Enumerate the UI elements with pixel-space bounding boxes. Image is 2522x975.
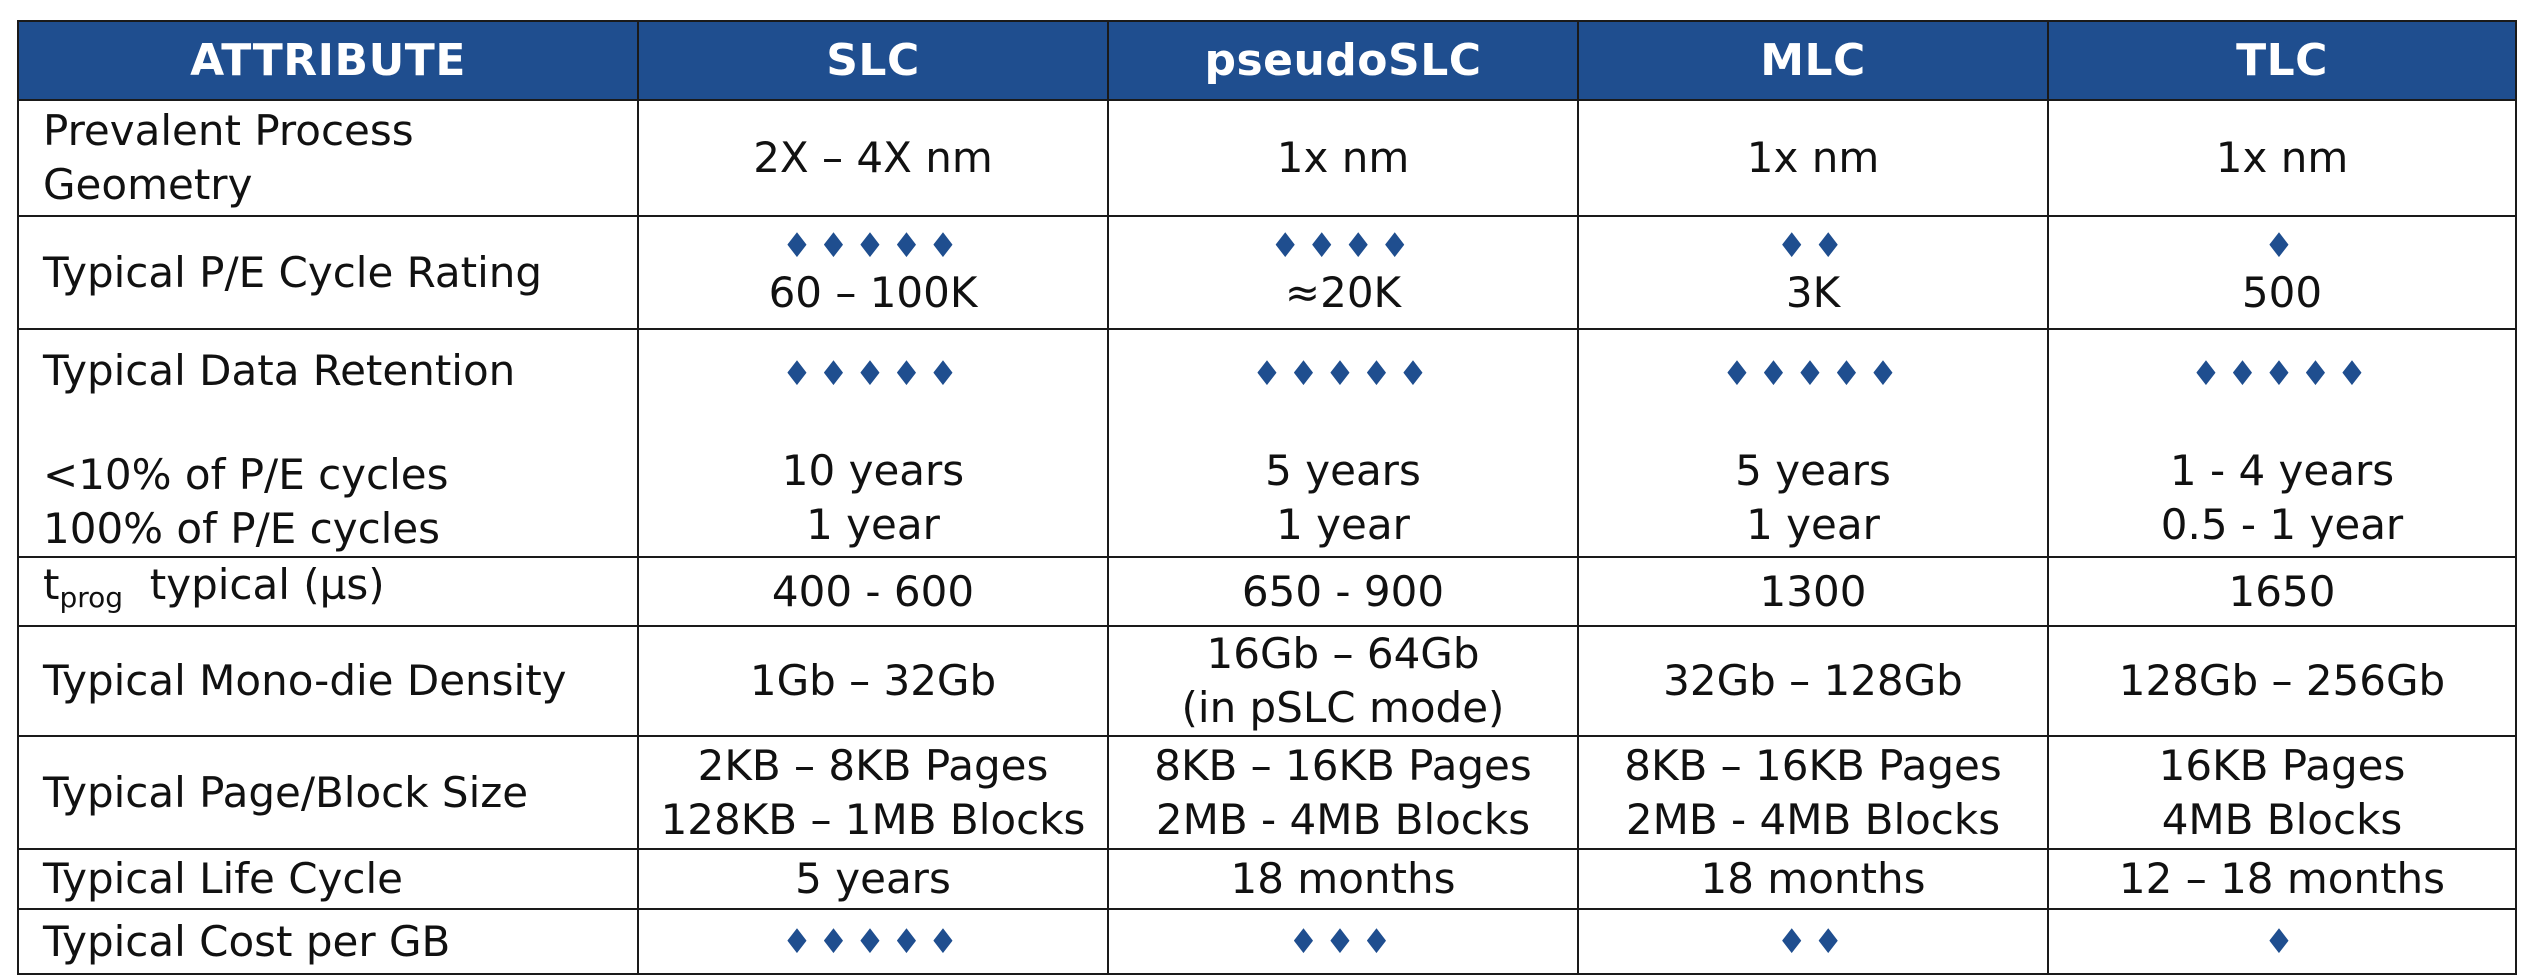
value-text: 60 – 100K xyxy=(768,267,978,317)
value-cell-pslc: 18 months xyxy=(1107,848,1579,910)
value-text: 16KB Pages xyxy=(2158,740,2406,790)
header-attribute: ATTRIBUTE xyxy=(17,20,639,101)
value-cell-mlc: 18 months xyxy=(1577,848,2049,910)
header-slc: SLC xyxy=(637,20,1109,101)
value-text: 16Gb – 64Gb xyxy=(1206,629,1480,678)
diamond-rating-icon: ♦♦♦♦♦ xyxy=(2190,354,2374,394)
value-cell-mlc: 32Gb – 128Gb xyxy=(1577,625,2049,737)
value-cell-mlc: ♦♦♦♦♦ 5 years 1 year xyxy=(1577,328,2049,558)
attribute-cell: Prevalent Process Geometry xyxy=(17,99,639,217)
value-cell-slc: 400 - 600 xyxy=(637,556,1109,627)
value-cell-mlc: ♦♦ xyxy=(1577,908,2049,975)
value-cell-mlc: 1x nm xyxy=(1577,99,2049,217)
attribute-label: Typical Page/Block Size xyxy=(17,735,639,850)
value-cell-tlc: 1x nm xyxy=(2047,99,2517,217)
attribute-sublabel: 100% of P/E cycles xyxy=(43,504,441,553)
value-cell-pslc: ♦♦♦ xyxy=(1107,908,1579,975)
diamond-rating-icon: ♦♦♦♦ xyxy=(1270,225,1416,266)
table-row-life-cycle: Typical Life Cycle 5 years 18 months 18 … xyxy=(17,848,2517,910)
table-row-tprog: tprog typical (µs) 400 - 600 650 - 900 1… xyxy=(17,556,2517,627)
diamond-rating-icon: ♦♦♦♦♦ xyxy=(781,225,965,266)
diamond-rating-icon: ♦♦♦♦♦ xyxy=(781,354,965,394)
value-text: 3K xyxy=(1785,267,1841,317)
attribute-label: Typical P/E Cycle Rating xyxy=(17,215,639,330)
value-cell-pslc: 650 - 900 xyxy=(1107,556,1579,627)
value-cell-slc: ♦♦♦♦♦ 10 years 1 year xyxy=(637,328,1109,558)
attribute-cell: Typical Data Retention <10% of P/E cycle… xyxy=(17,328,639,558)
nand-comparison-table: ATTRIBUTE SLC pseudoSLC MLC TLC Prevalen… xyxy=(17,20,2517,975)
value-cell-tlc: 16KB Pages 4MB Blocks xyxy=(2047,735,2517,850)
value-cell-tlc: 12 – 18 months xyxy=(2047,848,2517,910)
attribute-label-t: t xyxy=(43,560,60,609)
table-row-page-block: Typical Page/Block Size 2KB – 8KB Pages … xyxy=(17,735,2517,850)
table-row-density: Typical Mono-die Density 1Gb – 32Gb 16Gb… xyxy=(17,625,2517,737)
header-row: ATTRIBUTE SLC pseudoSLC MLC TLC xyxy=(17,20,2517,101)
value-text: 1 - 4 years xyxy=(2169,446,2395,495)
value-cell-pslc: 16Gb – 64Gb (in pSLC mode) xyxy=(1107,625,1579,737)
value-text: 1 year xyxy=(806,500,940,549)
value-cell-slc: 5 years xyxy=(637,848,1109,910)
value-cell-pslc: ♦♦♦♦ ≈20K xyxy=(1107,215,1579,330)
diamond-rating-icon: ♦ xyxy=(2263,921,2301,962)
diamond-rating-icon: ♦♦♦ xyxy=(1288,921,1398,962)
value-text: 2MB - 4MB Blocks xyxy=(1625,794,2001,844)
attribute-label: Typical Life Cycle xyxy=(17,848,639,910)
value-cell-slc: 2X – 4X nm xyxy=(637,99,1109,217)
value-text: 5 years xyxy=(1265,446,1421,495)
value-cell-slc: ♦♦♦♦♦ xyxy=(637,908,1109,975)
value-text: 0.5 - 1 year xyxy=(2160,500,2404,549)
header-pseudoslc: pseudoSLC xyxy=(1107,20,1579,101)
table-row-cost: Typical Cost per GB ♦♦♦♦♦ ♦♦♦ ♦♦ ♦ xyxy=(17,908,2517,975)
value-cell-slc: 1Gb – 32Gb xyxy=(637,625,1109,737)
value-text: 1 year xyxy=(1746,500,1880,549)
attribute-label: Typical Cost per GB xyxy=(17,908,639,975)
value-text: 500 xyxy=(2241,267,2323,317)
value-cell-pslc: ♦♦♦♦♦ 5 years 1 year xyxy=(1107,328,1579,558)
value-cell-slc: 2KB – 8KB Pages 128KB – 1MB Blocks xyxy=(637,735,1109,850)
value-text: 1 year xyxy=(1276,500,1410,549)
attribute-label: Typical Data Retention xyxy=(43,346,516,395)
value-cell-tlc: 1650 xyxy=(2047,556,2517,627)
table-row-geometry: Prevalent Process Geometry 2X – 4X nm 1x… xyxy=(17,99,2517,217)
value-text: 8KB – 16KB Pages xyxy=(1154,740,1532,790)
diamond-rating-icon: ♦♦♦♦♦ xyxy=(781,921,965,962)
value-cell-tlc: ♦ 500 xyxy=(2047,215,2517,330)
attribute-label: typical (µs) xyxy=(149,560,385,609)
attribute-cell: tprog typical (µs) xyxy=(17,556,639,627)
diamond-rating-icon: ♦♦♦♦♦ xyxy=(1251,354,1435,394)
value-cell-tlc: ♦ xyxy=(2047,908,2517,975)
diamond-rating-icon: ♦♦ xyxy=(1776,921,1850,962)
value-cell-pslc: 1x nm xyxy=(1107,99,1579,217)
value-text: ≈20K xyxy=(1284,267,1402,317)
value-text: 4MB Blocks xyxy=(2161,794,2403,844)
header-mlc: MLC xyxy=(1577,20,2049,101)
value-text: 2KB – 8KB Pages xyxy=(697,740,1049,790)
value-text: 5 years xyxy=(1735,446,1891,495)
value-text: 10 years xyxy=(781,446,965,495)
value-cell-tlc: ♦♦♦♦♦ 1 - 4 years 0.5 - 1 year xyxy=(2047,328,2517,558)
value-cell-mlc: 1300 xyxy=(1577,556,2049,627)
diamond-rating-icon: ♦♦ xyxy=(1776,225,1850,266)
table-row-retention: Typical Data Retention <10% of P/E cycle… xyxy=(17,328,2517,558)
diamond-rating-icon: ♦ xyxy=(2263,225,2301,266)
attribute-sublabel: <10% of P/E cycles xyxy=(43,450,449,499)
value-cell-mlc: 8KB – 16KB Pages 2MB - 4MB Blocks xyxy=(1577,735,2049,850)
attribute-label: Prevalent Process xyxy=(43,106,414,155)
value-cell-tlc: 128Gb – 256Gb xyxy=(2047,625,2517,737)
attribute-label: Geometry xyxy=(43,160,253,209)
header-tlc: TLC xyxy=(2047,20,2517,101)
value-text: 2MB - 4MB Blocks xyxy=(1155,794,1531,844)
value-cell-slc: ♦♦♦♦♦ 60 – 100K xyxy=(637,215,1109,330)
attribute-label-subscript: prog xyxy=(59,581,124,614)
table-row-pe-cycles: Typical P/E Cycle Rating ♦♦♦♦♦ 60 – 100K… xyxy=(17,215,2517,330)
value-cell-pslc: 8KB – 16KB Pages 2MB - 4MB Blocks xyxy=(1107,735,1579,850)
value-cell-mlc: ♦♦ 3K xyxy=(1577,215,2049,330)
value-text: 8KB – 16KB Pages xyxy=(1624,740,2002,790)
attribute-label: Typical Mono-die Density xyxy=(17,625,639,737)
value-text: 128KB – 1MB Blocks xyxy=(660,794,1086,844)
diamond-rating-icon: ♦♦♦♦♦ xyxy=(1721,354,1905,394)
value-text: (in pSLC mode) xyxy=(1181,683,1505,732)
